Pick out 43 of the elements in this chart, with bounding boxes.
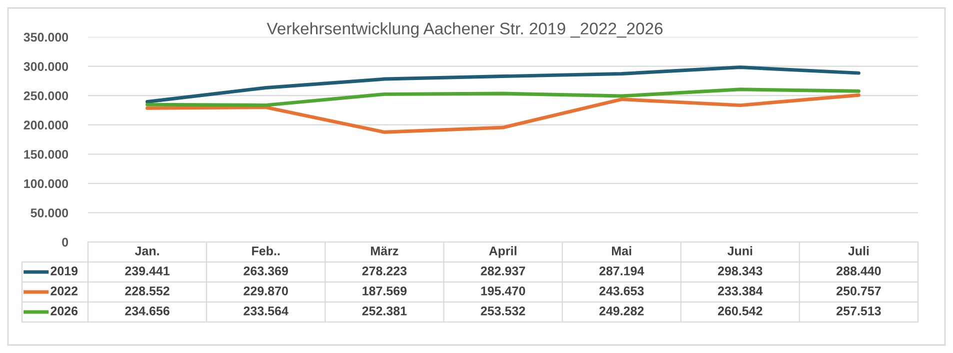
data-label: 195.470 bbox=[481, 286, 526, 296]
data-label: 234.656 bbox=[125, 306, 170, 316]
data-label: 229.870 bbox=[244, 286, 288, 296]
data-label: 243.653 bbox=[599, 286, 644, 296]
y-tick-label: 350.000 bbox=[24, 32, 68, 42]
data-label: 253.532 bbox=[480, 306, 526, 316]
data-label: 298.343 bbox=[718, 266, 762, 276]
x-tick-label: Juni bbox=[727, 246, 752, 256]
x-tick-label: Mai bbox=[612, 246, 632, 256]
legend-label: 2019 bbox=[50, 266, 78, 276]
x-tick-label: April bbox=[489, 246, 516, 258]
y-tick-label: 50.000 bbox=[30, 208, 68, 218]
chart-title: Verkehrsentwicklung Aachener Str. 2019 _2022_2026 bbox=[266, 22, 663, 38]
data-label: 257.513 bbox=[836, 306, 881, 316]
line-series bbox=[146, 88, 860, 107]
data-label: 233.564 bbox=[244, 306, 288, 316]
data-label: 260.542 bbox=[718, 306, 762, 316]
x-tick-label: März bbox=[371, 246, 398, 256]
data-label: 187.569 bbox=[362, 286, 407, 296]
legend-label: 2026 bbox=[50, 306, 78, 316]
x-tick-label: Feb.. bbox=[252, 246, 280, 256]
y-tick-label: 250.000 bbox=[24, 91, 68, 100]
y-tick-label: 0 bbox=[62, 238, 68, 247]
y-tick-label: 150.000 bbox=[24, 150, 68, 159]
data-label: 288.440 bbox=[836, 266, 881, 276]
legend-label: 2022 bbox=[50, 286, 78, 296]
y-tick-label: 200.000 bbox=[24, 120, 68, 130]
x-tick-label: Jan. bbox=[134, 246, 159, 256]
data-label: 250.757 bbox=[836, 286, 881, 296]
data-label: 249.282 bbox=[599, 306, 644, 316]
y-tick-label: 300.000 bbox=[24, 62, 68, 71]
line-series bbox=[146, 93, 860, 134]
data-label: 233.384 bbox=[718, 286, 763, 296]
data-label: 252.381 bbox=[362, 306, 407, 316]
data-label: 287.194 bbox=[599, 266, 644, 276]
y-tick-label: 100.000 bbox=[24, 179, 68, 188]
data-label: 228.552 bbox=[125, 286, 170, 296]
data-label: 282.937 bbox=[480, 266, 526, 276]
data-label: 239.441 bbox=[125, 266, 170, 276]
x-tick-label: Juli bbox=[848, 246, 869, 256]
data-label: 263.369 bbox=[244, 266, 288, 276]
line-series bbox=[146, 66, 860, 104]
data-label: 278.223 bbox=[362, 266, 407, 276]
